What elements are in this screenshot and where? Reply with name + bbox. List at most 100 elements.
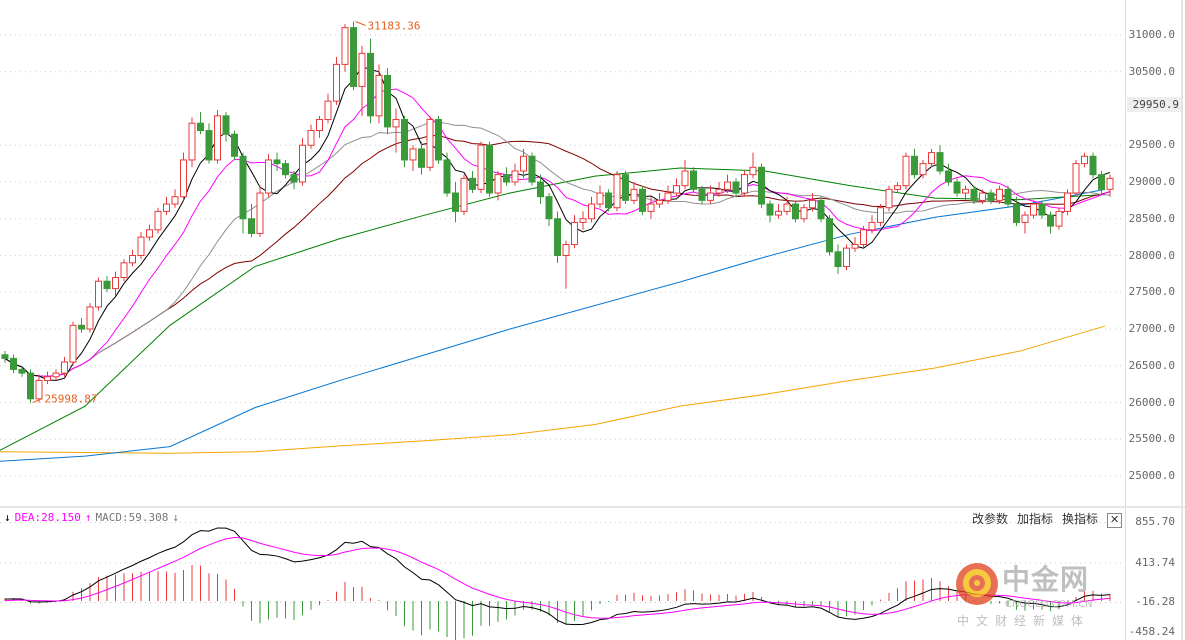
candle-up — [35, 379, 43, 400]
candle-up — [775, 210, 782, 216]
candle-up — [843, 247, 850, 268]
candle-down — [443, 159, 451, 194]
candle-down — [273, 159, 281, 165]
price-tick-label: 28500.0 — [1128, 211, 1175, 225]
price-tick-label: 30500.0 — [1128, 64, 1175, 78]
candle-down — [486, 144, 493, 194]
candle-down — [469, 177, 476, 190]
candle-up — [95, 280, 102, 308]
candle-down — [970, 188, 978, 201]
low-price-label: 25998.87 — [45, 393, 98, 406]
candle-up — [44, 376, 51, 381]
edit-params-button[interactable]: 改参数 — [972, 512, 1009, 526]
candle-down — [1038, 203, 1046, 216]
price-tick-label: 31000.0 — [1128, 28, 1175, 41]
watermark-name: 中金网 — [1002, 563, 1090, 596]
candle-down — [503, 174, 510, 183]
add-indicator-button[interactable]: 加指标 — [1017, 512, 1054, 526]
candle-up — [511, 170, 519, 183]
price-tick-label: 28000.0 — [1128, 248, 1175, 262]
candle-up — [61, 361, 68, 374]
candle-up — [996, 188, 1003, 201]
candle-up — [120, 262, 128, 279]
candle-up — [851, 243, 859, 249]
ma10-line — [4, 88, 1111, 377]
candle-down — [766, 203, 774, 216]
candle-up — [69, 324, 77, 363]
candle-down — [1098, 174, 1105, 190]
watermark-domain: CNGOLD.COM.CN — [1005, 599, 1093, 610]
candle-up — [579, 218, 587, 223]
candle-up — [409, 148, 417, 161]
candle-up — [171, 196, 179, 205]
price-tick-label: 29000.0 — [1128, 175, 1175, 188]
candle-up — [749, 166, 757, 176]
candle-up — [86, 306, 94, 330]
candle-up — [426, 119, 434, 168]
candle-down — [698, 188, 706, 201]
candle-up — [129, 255, 136, 264]
price-chart[interactable]: 31183.36 25998.87 — [0, 0, 1125, 506]
candle-down — [1089, 155, 1097, 176]
candle-down — [78, 324, 85, 330]
candle-up — [375, 74, 383, 117]
candle-up — [520, 155, 527, 172]
ma-blue-line — [0, 188, 1106, 462]
candle-up — [724, 181, 731, 190]
panel-divider — [0, 506, 1185, 508]
candle-up — [392, 119, 400, 128]
candle-up — [307, 130, 315, 146]
candle-up — [316, 119, 323, 132]
cngold-logo-icon — [956, 563, 998, 605]
candle-up — [741, 174, 748, 194]
candle-up — [256, 192, 264, 234]
watermark-slogan: 中文财经新媒体 — [957, 614, 1091, 628]
candle-down — [605, 192, 612, 209]
close-indicator-button[interactable]: ✕ — [1107, 513, 1123, 528]
macd-chart[interactable] — [0, 507, 1125, 640]
candle-up — [673, 185, 680, 194]
axis-divider — [1125, 0, 1126, 640]
candle-up — [324, 100, 332, 121]
candle-up — [358, 52, 366, 87]
candle-up — [477, 144, 485, 190]
candle-up — [180, 159, 187, 198]
candle-down — [27, 372, 34, 400]
macd-tick-label: 855.70 — [1135, 515, 1175, 529]
candle-down — [732, 181, 740, 194]
candle-down — [248, 218, 255, 234]
candle-down — [205, 130, 213, 161]
candle-up — [341, 27, 349, 65]
candle-up — [154, 210, 162, 231]
candle-up — [885, 188, 893, 209]
candle-up — [299, 144, 306, 183]
ma-orange-line — [0, 325, 1106, 454]
candle-up — [1072, 163, 1080, 194]
candle-down — [239, 155, 247, 220]
candle-down — [953, 181, 961, 194]
macd-arrow-icon: ↓ — [172, 511, 179, 524]
candle-up — [52, 372, 60, 378]
candle-down — [282, 163, 289, 176]
candle-up — [868, 221, 876, 231]
candle-up — [112, 277, 119, 290]
candle-up — [902, 155, 910, 187]
candle-up — [571, 221, 578, 245]
price-tick-label: 25500.0 — [1128, 432, 1175, 446]
price-tick-label: 26500.0 — [1128, 358, 1175, 372]
candle-up — [894, 185, 901, 190]
candle-down — [758, 166, 765, 205]
switch-indicator-button[interactable]: 换指标 — [1062, 512, 1099, 526]
price-tick-label: 29500.0 — [1128, 138, 1175, 152]
candle-down — [826, 218, 833, 253]
candle-down — [231, 133, 238, 157]
annotation-arrow — [355, 21, 366, 26]
candle-up — [1055, 210, 1063, 227]
candle-up — [137, 236, 145, 256]
candle-down — [10, 357, 17, 370]
candle-up — [188, 122, 196, 161]
candle-up — [1021, 214, 1029, 223]
candle-up — [715, 188, 723, 194]
ma30-line — [4, 135, 1111, 377]
dif-line — [4, 527, 1111, 626]
